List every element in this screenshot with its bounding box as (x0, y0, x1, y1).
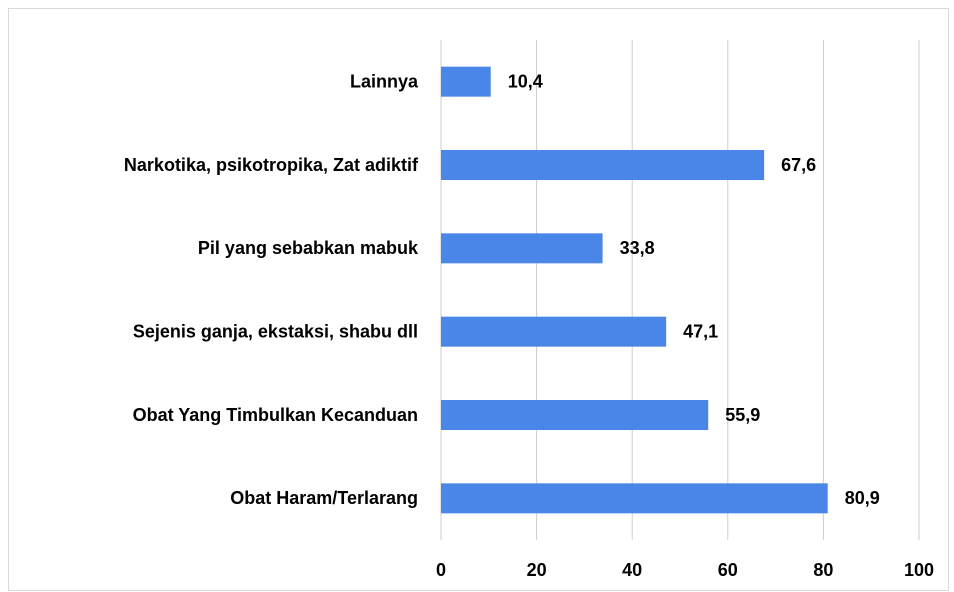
y-tick-label: Sejenis ganja, ekstaksi, shabu dll (133, 321, 418, 341)
chart-border (8, 8, 949, 591)
x-tick-label: 60 (718, 560, 738, 580)
bar (441, 483, 828, 514)
bar (441, 400, 709, 430)
value-label: 55,9 (725, 405, 760, 425)
value-label: 10,4 (508, 71, 543, 91)
y-tick-label: Lainnya (350, 71, 419, 91)
y-tick-label: Narkotika, psikotropika, Zat adiktif (124, 155, 419, 175)
bar (441, 316, 667, 347)
x-tick-label: 80 (813, 560, 833, 580)
bar (441, 150, 765, 180)
x-tick-label: 40 (622, 560, 642, 580)
x-tick-label: 20 (527, 560, 547, 580)
y-tick-label: Obat Yang Timbulkan Kecanduan (133, 405, 418, 425)
bar (441, 66, 491, 97)
value-label: 67,6 (781, 155, 816, 175)
y-tick-label: Pil yang sebabkan mabuk (198, 238, 419, 258)
bar (441, 233, 603, 264)
value-label: 80,9 (845, 488, 880, 508)
value-label: 47,1 (683, 321, 718, 341)
value-label: 33,8 (620, 238, 655, 258)
x-tick-label: 100 (904, 560, 934, 580)
x-tick-label: 0 (436, 560, 446, 580)
y-tick-label: Obat Haram/Terlarang (230, 488, 418, 508)
